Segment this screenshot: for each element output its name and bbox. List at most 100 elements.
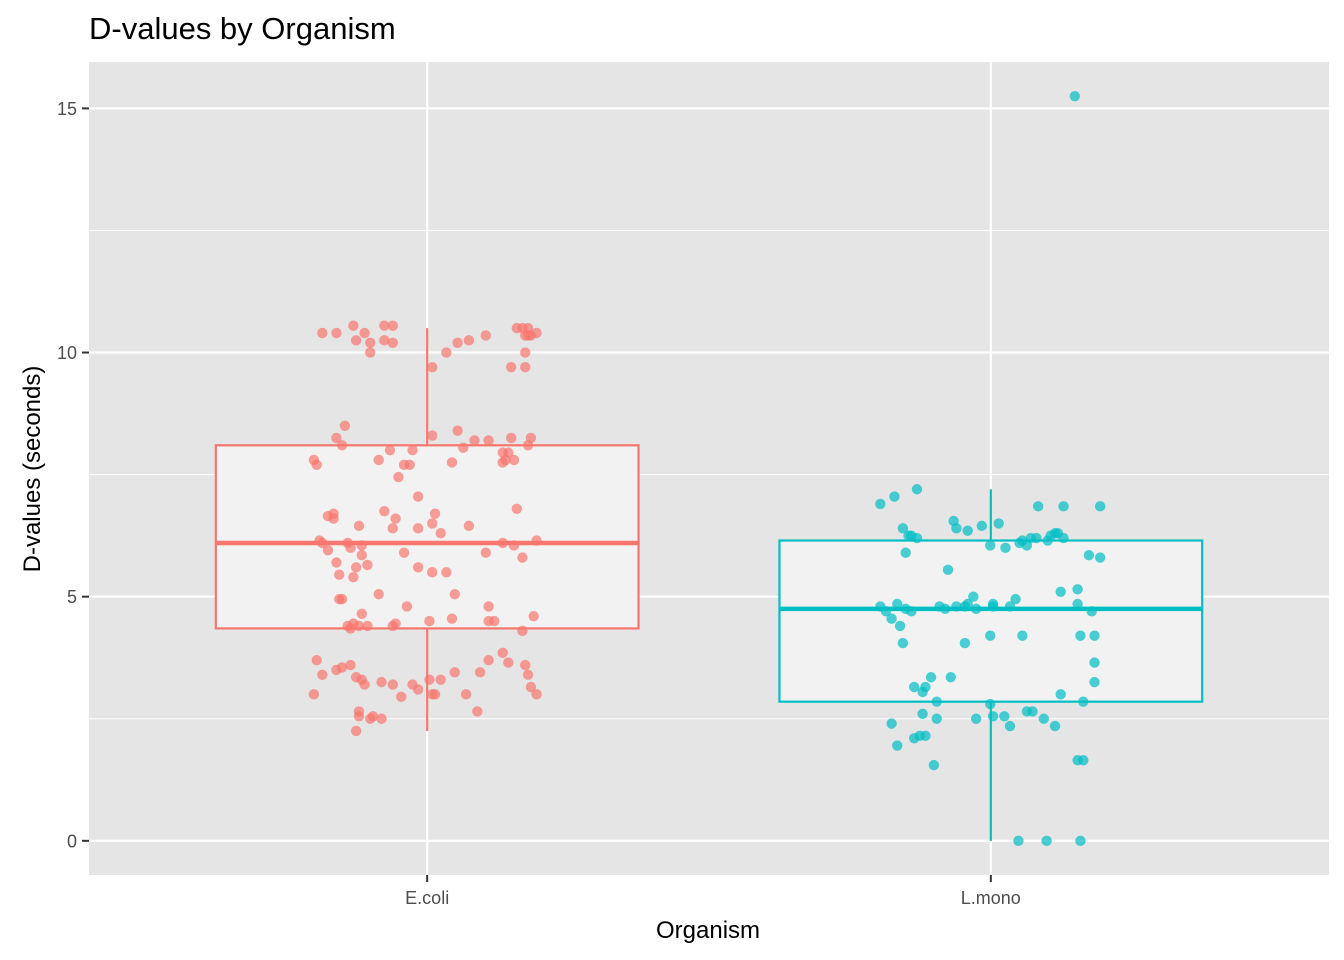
data-point [968,591,979,602]
data-point [522,669,534,681]
axes: 0 5 10 15 E.coli L.mono [57,99,1021,908]
data-point [1055,586,1066,597]
data-point [531,535,542,546]
data-point [970,713,982,724]
data-point [1049,720,1061,732]
data-point [311,654,322,666]
data-point [517,625,528,637]
data-point [508,540,520,551]
points-E.coli [308,320,542,737]
data-point [331,557,342,568]
data-point [348,320,359,331]
y-axis-title: D-values (seconds) [19,366,46,573]
data-point [427,518,438,529]
data-point [886,718,897,729]
data-point [897,637,909,649]
data-point [331,432,342,444]
data-point [1058,501,1069,512]
data-point [931,713,942,724]
data-point [951,601,962,612]
data-point [531,689,542,700]
box-iqr [214,444,640,630]
data-point [520,659,531,671]
data-point [928,759,940,771]
data-point [1072,598,1083,610]
data-point [427,430,438,441]
data-point [985,698,996,710]
data-point [920,730,931,742]
data-point [345,542,356,554]
data-point [531,327,542,339]
data-point [412,491,424,502]
x-axis-title: Organism [656,917,760,944]
data-point [925,672,937,683]
data-point [317,327,328,339]
data-point [511,503,522,514]
gridlines [89,62,1329,875]
data-point [387,679,398,690]
data-point [367,711,379,722]
data-point [359,679,370,690]
data-point [1017,630,1028,641]
data-point [505,432,517,444]
data-point [311,459,322,471]
data-point [435,527,446,539]
data-point [1058,532,1069,544]
data-point [1089,630,1100,641]
data-point [1089,676,1100,688]
data-point [429,508,441,519]
points-L.mono [875,90,1106,847]
data-point [1004,601,1016,612]
data-point [489,615,500,627]
data-point [441,347,452,358]
data-point [322,545,334,556]
data-point [1089,657,1100,668]
data-point [987,598,999,610]
data-point [1027,706,1038,717]
data-point [362,620,373,632]
data-point [328,513,339,524]
data-point [334,569,345,580]
data-point [892,740,903,751]
data-point [460,689,472,700]
data-point [308,689,320,700]
data-point [463,335,475,346]
data-point [999,711,1010,722]
data-point [1086,606,1097,617]
data-point [880,606,892,617]
chart-title: D-values by Organism [89,11,396,46]
data-point [483,435,494,446]
data-point [483,601,494,612]
data-point [452,425,463,436]
data-point [525,681,537,693]
data-point [917,708,928,720]
data-point [987,711,999,722]
data-point [472,706,483,717]
data-point [985,630,996,641]
data-point [503,447,514,458]
data-point [398,547,410,558]
data-point [376,676,387,688]
y-tick-label: 15 [57,99,77,119]
data-point [875,498,886,510]
x-tick-label: E.coli [405,888,449,908]
data-point [384,444,396,456]
data-point [1083,549,1095,561]
data-point [379,335,390,346]
data-point [1041,835,1052,847]
data-point [892,598,903,610]
data-point [1069,90,1081,102]
data-point [396,691,407,702]
data-point [886,613,897,624]
data-point [427,567,438,578]
data-point [480,330,491,341]
data-point [353,620,365,632]
data-point [474,667,486,678]
data-points [308,90,1106,847]
data-point [387,320,398,331]
data-point [356,549,367,561]
data-point [962,525,973,536]
data-point [336,440,348,451]
data-point [336,662,348,673]
data-point [911,484,923,495]
